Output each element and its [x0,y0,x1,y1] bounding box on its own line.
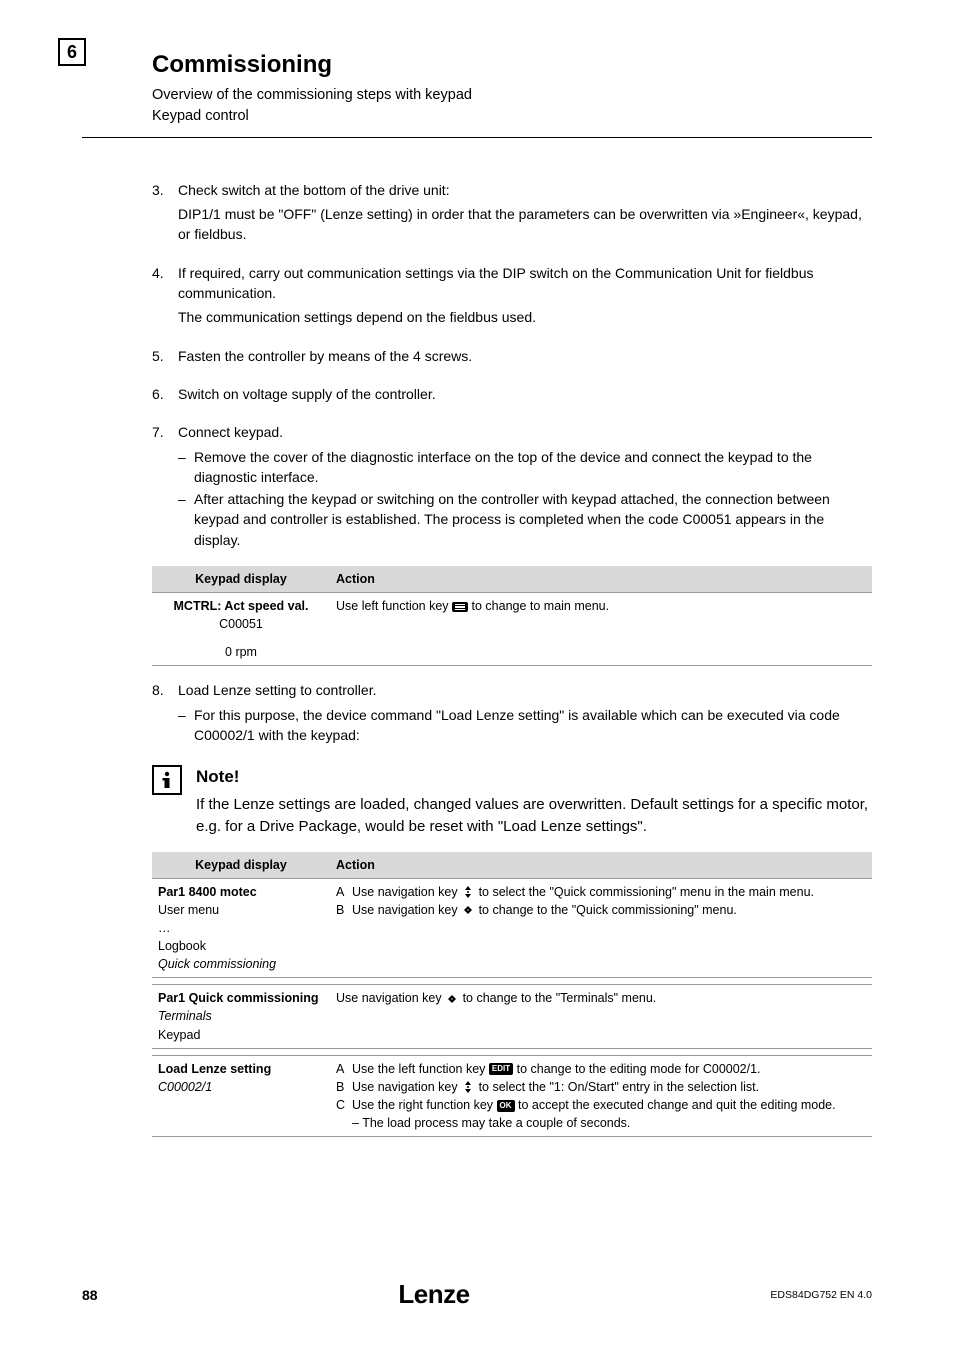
note-text: If the Lenze settings are loaded, change… [196,794,872,838]
action-text: to accept the executed change and quit t… [518,1098,836,1112]
display-line: Terminals [158,1007,324,1025]
list-text: DIP1/1 must be "OFF" (Lenze setting) in … [178,204,872,245]
page-title: Commissioning [152,48,872,83]
action-text: Use navigation key [352,1080,461,1094]
menu-key-icon [452,602,468,613]
list-number: 4. [152,263,178,332]
display-line: Par1 8400 motec [158,883,324,901]
action-text: to select the "Quick commissioning" menu… [479,885,814,899]
list-text: Load Lenze setting to controller. [178,680,872,700]
action-text: to change to the "Quick commissioning" m… [479,903,737,917]
table-cell-action: A Use the left function key EDIT to chan… [330,1055,872,1137]
page-subtitle-1: Overview of the commissioning steps with… [152,85,872,106]
action-text: Use navigation key [352,903,461,917]
display-line: User menu [158,901,324,919]
list-dash-text: After attaching the keypad or switching … [194,489,872,550]
action-text: to change to the "Terminals" menu. [463,991,657,1005]
list-text: The communication settings depend on the… [178,307,872,327]
edit-key-icon: EDIT [489,1063,513,1075]
display-line: Logbook [158,937,324,955]
table-cell-action: A Use navigation key to select the "Quic… [330,878,872,978]
table-cell-display: Load Lenze setting C00002/1 [152,1055,330,1137]
action-text: Use navigation key [352,885,461,899]
chapter-number-box: 6 [58,38,86,66]
display-line: Keypad [158,1026,324,1044]
list-item: 4. If required, carry out communication … [152,263,872,332]
list-text: Connect keypad. [178,422,872,442]
table-cell-action: Use navigation key to change to the "Ter… [330,985,872,1048]
table-header: Keypad display [152,566,330,593]
nav-right-icon [445,992,459,1006]
header-rule [82,137,872,138]
chapter-number: 6 [67,39,77,65]
display-line: Quick commissioning [158,955,324,973]
page-footer: 88 Lenze EDS84DG752 EN 4.0 [0,1276,954,1314]
display-line: Par1 Quick commissioning [158,989,324,1007]
nav-down-up-icon [461,885,475,899]
action-text: to change to main menu. [472,599,610,613]
action-text: to change to the editing mode for C00002… [517,1062,761,1076]
action-text: Use left function key [336,599,452,613]
doc-id: EDS84DG752 EN 4.0 [770,1288,872,1303]
list-text: If required, carry out communication set… [178,263,872,304]
table-cell-display: MCTRL: Act speed val. C00051 0 rpm [152,593,330,666]
action-subtext: – The load process may take a couple of … [352,1114,866,1132]
keypad-table-1: Keypad display Action MCTRL: Act speed v… [152,566,872,667]
table-header: Action [330,852,872,879]
action-text: to select the "1: On/Start" entry in the… [479,1080,760,1094]
table-cell-display: Par1 8400 motec User menu … Logbook Quic… [152,878,330,978]
info-icon [152,765,182,795]
list-number: 3. [152,180,178,249]
table-header: Keypad display [152,852,330,879]
display-line: … [158,919,324,937]
keypad-table-2: Keypad display Action Par1 8400 motec Us… [152,852,872,1138]
list-item: 6. Switch on voltage supply of the contr… [152,384,872,408]
page-header: Commissioning Overview of the commission… [152,48,872,127]
display-line: C00002/1 [158,1078,324,1096]
action-text: Use the right function key [352,1098,497,1112]
action-text: Use navigation key [336,991,445,1005]
note-box: Note! If the Lenze settings are loaded, … [152,765,872,837]
list-item: 7. Connect keypad. –Remove the cover of … [152,422,872,552]
list-number: 8. [152,680,178,747]
list-item: 5. Fasten the controller by means of the… [152,346,872,370]
list-dash-text: For this purpose, the device command "Lo… [194,705,872,746]
list-number: 7. [152,422,178,552]
display-line: 0 rpm [158,643,324,661]
table-cell-display: Par1 Quick commissioning Terminals Keypa… [152,985,330,1048]
list-text: Switch on voltage supply of the controll… [178,384,872,404]
list-number: 6. [152,384,178,408]
ok-key-icon: OK [497,1100,515,1112]
list-number: 5. [152,346,178,370]
action-text: Use the left function key [352,1062,489,1076]
table-header: Action [330,566,872,593]
list-text: Check switch at the bottom of the drive … [178,180,872,200]
list-item: 8. Load Lenze setting to controller. –Fo… [152,680,872,747]
page-number: 88 [82,1285,98,1305]
note-title: Note! [196,765,872,790]
display-line: C00051 [158,615,324,633]
list-item: 3. Check switch at the bottom of the dri… [152,180,872,249]
nav-right-icon [461,903,475,917]
list-text: Fasten the controller by means of the 4 … [178,346,872,366]
display-line: MCTRL: Act speed val. [158,597,324,615]
page-subtitle-2: Keypad control [152,106,872,127]
table-cell-action: Use left function key to change to main … [330,593,872,666]
list-dash-text: Remove the cover of the diagnostic inter… [194,447,872,488]
display-line: Load Lenze setting [158,1060,324,1078]
nav-down-up-icon [461,1080,475,1094]
brand-logo: Lenze [398,1276,469,1314]
